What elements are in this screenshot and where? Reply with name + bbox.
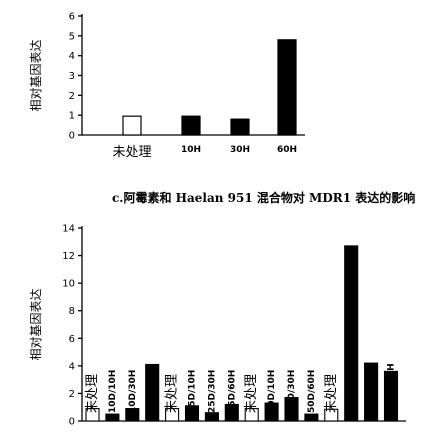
bar [244,408,259,422]
x-tick-label: 10H [181,145,201,155]
bar [145,363,160,422]
y-tick-label: 12 [62,251,75,262]
y-tick-label: 6 [69,334,75,345]
bar [264,402,279,422]
y-tick-label: 2 [69,91,75,102]
y-tick-label: 10 [62,279,75,290]
y-tick-label: 5 [69,31,75,42]
bar [224,403,239,422]
bar [165,408,180,422]
y-tick-label: 4 [69,51,75,62]
bar [230,118,250,136]
bar [181,115,201,136]
x-tick-label: 10D/10H [108,370,118,413]
x-tick-label: 50D/30H [287,370,297,413]
y-axis-label: 相对基因表达 [29,39,43,111]
bar [284,397,299,422]
y-tick-label: 4 [69,361,75,372]
x-tick-label: 60H [277,145,297,155]
x-tick-label: 50D/10H [267,370,277,413]
bar [85,408,100,422]
bar [184,405,200,422]
x-tick-label: 25D/10H [188,370,198,413]
x-tick-label: 100D/60H [387,363,397,413]
x-tick-label: 10D/60H [148,370,158,413]
y-tick-label: 8 [69,306,75,317]
x-tick-label: 未处理 [244,374,259,413]
y-tick-label: 0 [69,131,75,142]
y-axis-label: 相对基因表达 [29,288,43,360]
bar [344,245,359,422]
x-tick-label: 未处理 [112,145,151,160]
bar [277,39,297,136]
y-tick-label: 3 [69,71,75,82]
bar [383,370,399,422]
bar [324,408,339,422]
x-tick-label: 25D/60H [227,370,237,413]
x-tick-label: 100D/10H [347,363,357,413]
y-tick-label: 2 [69,389,75,400]
bar [105,413,120,422]
bar [122,115,142,136]
chart-subtitle: c.阿霉素和 Haelan 951 混合物对 MDR1 表达的影响 [112,190,415,205]
x-tick-label: 50D/60H [307,370,317,413]
x-tick-label: 未处理 [165,374,180,413]
x-tick-label: 100D/30H [367,363,377,413]
y-tick-label: 14 [62,224,75,235]
x-tick-label: 未处理 [324,374,339,413]
y-tick-label: 0 [69,417,75,428]
bar [364,362,379,422]
x-tick-label: 30H [230,145,250,155]
y-tick-label: 1 [69,111,75,122]
x-tick-label: 25D/30H [207,370,217,413]
bar [204,412,219,422]
y-tick-label: 6 [69,12,75,23]
bar [304,413,319,422]
bar [125,408,140,422]
x-tick-label: 10D/30H [128,370,138,413]
x-tick-label: 未处理 [85,374,100,413]
